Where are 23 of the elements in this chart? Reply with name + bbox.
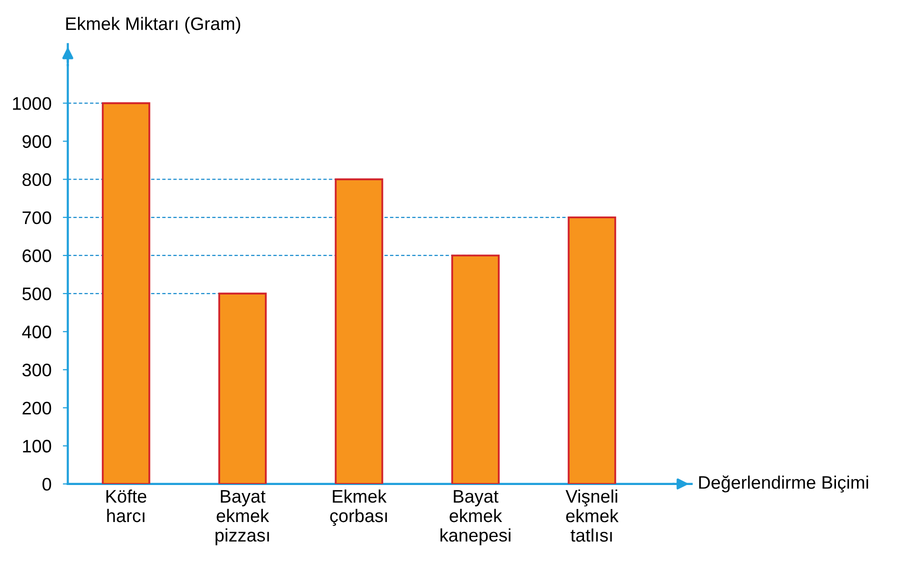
y-tick-label: 400 <box>22 326 52 338</box>
y-tick-label: 100 <box>23 440 52 453</box>
y-tick-label: 600 <box>22 249 52 262</box>
y-tick-label: 200 <box>22 402 52 414</box>
bar <box>218 292 267 484</box>
y-tick-label: 0 <box>42 478 52 491</box>
x-tick-label: Ekmek çorbası <box>330 489 387 526</box>
x-tick-label: Vişneli ekmek tatlısı <box>566 489 619 542</box>
bar <box>334 178 384 484</box>
x-tick-label: Bayat ekmek kanepesi <box>440 490 510 546</box>
y-tick-label: 500 <box>22 287 52 300</box>
y-tick-label: 900 <box>22 135 52 148</box>
bar <box>568 216 616 484</box>
x-axis-title: Değerlendirme Biçimi <box>699 475 868 492</box>
x-tick-label: Bayat ekmek pizzası <box>216 490 270 546</box>
y-tick-label: 300 <box>22 364 52 376</box>
bar <box>451 254 500 484</box>
x-tick-label: Köfte harcı <box>106 490 146 522</box>
bar <box>102 102 150 484</box>
y-tick-label: 800 <box>22 173 52 186</box>
y-tick-label: 700 <box>22 211 52 224</box>
y-tick-label: 1000 <box>13 97 52 110</box>
y-axis-title: Ekmek Miktarı (Gram) <box>66 16 240 34</box>
